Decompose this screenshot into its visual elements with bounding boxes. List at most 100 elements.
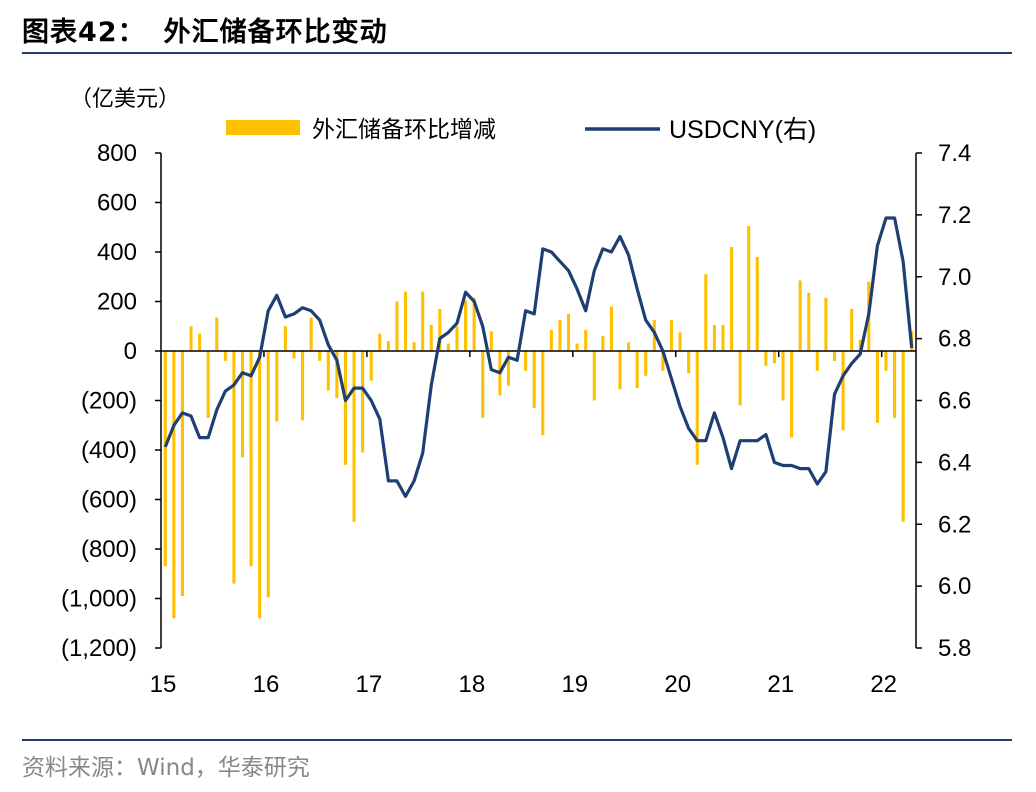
left-tick-label: 600 [97, 190, 137, 217]
left-tick-label: 800 [97, 140, 137, 167]
bar [747, 226, 751, 351]
usdcny-line [163, 216, 914, 498]
left-tick-label: (600) [81, 487, 137, 514]
bar [472, 297, 476, 351]
legend-bar-label: 外汇储备环比增减 [312, 117, 496, 143]
bar [601, 336, 605, 351]
left-tick-label: (1,000) [61, 586, 137, 613]
left-tick-label: 200 [97, 289, 137, 316]
bar [549, 329, 553, 351]
bar [609, 306, 613, 351]
right-tick-label: 7.4 [938, 140, 971, 167]
bar [163, 351, 167, 567]
bar [180, 351, 184, 597]
bar [283, 326, 287, 351]
legend-bar-swatch [226, 120, 300, 135]
bar [824, 297, 828, 351]
legend-line-label: USDCNY(右) [669, 116, 816, 144]
bar [378, 333, 382, 351]
right-tick-label: 7.0 [938, 264, 971, 291]
bar [566, 313, 571, 351]
left-tick-label: (800) [81, 536, 137, 563]
bar [240, 351, 245, 458]
x-tick-label: 17 [356, 671, 383, 698]
bar [584, 329, 588, 351]
right-tick-label: 5.8 [938, 635, 971, 662]
right-tick-label: 6.8 [938, 326, 971, 353]
bar [712, 325, 716, 351]
bar [481, 351, 485, 418]
bar [403, 291, 408, 351]
bar [249, 351, 253, 567]
chart-title: 图表42： 外汇储备环比变动 [22, 10, 388, 49]
bar [815, 351, 819, 371]
bar [335, 351, 339, 399]
bar [506, 351, 511, 386]
bar [738, 351, 742, 406]
bar [884, 351, 888, 371]
bar [721, 325, 725, 351]
bar [858, 339, 862, 351]
bar [352, 351, 356, 522]
bar [446, 343, 450, 351]
bar [369, 351, 373, 381]
left-tick-label: (400) [81, 437, 137, 464]
bar [635, 351, 639, 389]
left-tick-label: 400 [97, 239, 137, 266]
right-tick-label: 6.0 [938, 573, 971, 600]
bar [781, 351, 785, 401]
bar [489, 331, 493, 351]
bar [755, 256, 759, 351]
bar [464, 300, 468, 351]
bar [421, 291, 425, 351]
bar [850, 308, 854, 351]
bar [275, 351, 279, 422]
bar [395, 301, 399, 351]
bar [541, 351, 545, 436]
x-tick-label: 22 [870, 671, 897, 698]
x-tick-label: 18 [459, 671, 486, 698]
title-rule [22, 52, 1012, 54]
bar [841, 351, 845, 431]
bar [438, 308, 442, 351]
bar [386, 341, 390, 351]
bar [644, 351, 648, 376]
bar [301, 351, 305, 421]
right-tick-label: 6.6 [938, 388, 971, 415]
left-tick-label: (1,200) [61, 635, 137, 662]
bar [343, 351, 348, 465]
bar [772, 351, 776, 364]
x-tick-label: 15 [150, 671, 177, 698]
bar [258, 351, 262, 619]
bar [592, 351, 596, 401]
bar [524, 351, 528, 371]
right-tick-label: 6.4 [938, 449, 971, 476]
bar [575, 343, 579, 351]
bar [318, 351, 322, 361]
bar [558, 320, 562, 351]
right-tick-label: 7.2 [938, 202, 971, 229]
bar [189, 326, 193, 351]
bar [172, 351, 176, 619]
bar [661, 351, 665, 371]
bar [326, 351, 330, 391]
bar [198, 333, 202, 351]
source-rule [22, 739, 1012, 741]
bar [875, 351, 879, 423]
bar [309, 317, 313, 351]
bar [807, 292, 811, 351]
left-axis-unit: （亿美元） [70, 87, 180, 112]
x-tick-label: 19 [561, 671, 588, 698]
bar [223, 351, 227, 361]
bar [455, 326, 459, 351]
figure-number: 图表42： [22, 17, 146, 48]
figure-title: 外汇储备环比变动 [163, 17, 388, 48]
bar [832, 351, 837, 361]
bar [361, 351, 365, 453]
bar [232, 351, 236, 584]
bar [618, 351, 622, 390]
left-tick-label: (200) [81, 388, 137, 415]
bar [687, 351, 691, 374]
x-tick-label: 16 [253, 671, 280, 698]
bar [412, 342, 416, 351]
